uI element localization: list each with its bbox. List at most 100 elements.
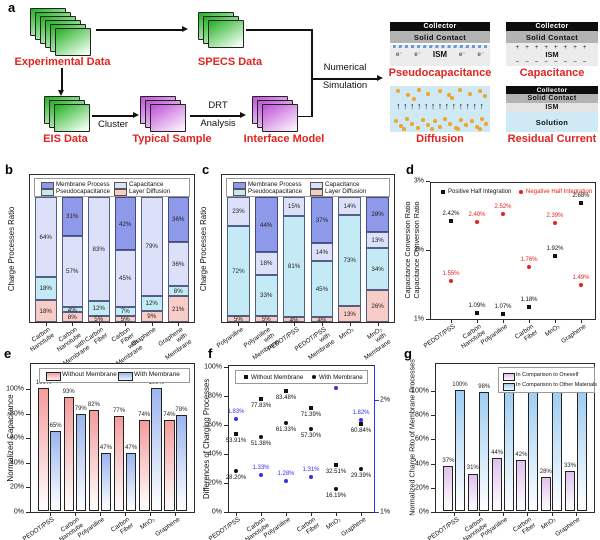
bar bbox=[454, 390, 465, 511]
point-label: 16.19% bbox=[325, 492, 347, 499]
y-tick bbox=[26, 487, 30, 489]
y-tick-label: 20% bbox=[414, 484, 429, 492]
panel-a-letter: a bbox=[8, 0, 16, 15]
bar bbox=[63, 396, 74, 511]
legend-marker bbox=[312, 375, 316, 379]
bar-segment bbox=[61, 235, 83, 307]
bar bbox=[50, 431, 61, 511]
bar bbox=[113, 416, 125, 511]
scatter-point bbox=[475, 220, 479, 225]
diffusion-particle bbox=[430, 127, 434, 131]
legend: Membrane Process Pseudocapacitance Capacit… bbox=[34, 178, 190, 197]
x-tick bbox=[74, 513, 76, 516]
scatter-point-right-axis bbox=[234, 417, 238, 422]
panel-g-letter: g bbox=[404, 346, 412, 361]
bar-segment bbox=[167, 296, 189, 322]
solid-contact-layer: Solid Contact bbox=[390, 31, 490, 43]
y-tick-label: 20% bbox=[207, 479, 222, 487]
diffusion-particle bbox=[468, 92, 472, 96]
y-tick bbox=[26, 413, 30, 415]
bar-segment bbox=[227, 315, 250, 322]
y-tick bbox=[224, 512, 228, 513]
scatter-point bbox=[334, 462, 338, 467]
segment-value: 33% bbox=[260, 292, 273, 300]
y-tick-label: 0% bbox=[211, 508, 222, 516]
diffusion-particle bbox=[483, 94, 487, 98]
diffusion-particle bbox=[456, 127, 460, 131]
segment-value: 7% bbox=[120, 308, 130, 316]
bar-segment bbox=[227, 225, 250, 316]
diffusion-particle bbox=[416, 126, 420, 130]
legend-label: With Membrane bbox=[134, 371, 180, 378]
typical-sample-label: Typical Sample bbox=[132, 133, 212, 145]
x-category-label: MnO₂ bbox=[138, 516, 157, 532]
segment-value: 23% bbox=[232, 208, 245, 216]
legend: Without Membrane With Membrane bbox=[235, 370, 368, 384]
y-tick bbox=[431, 512, 435, 513]
bar bbox=[88, 410, 100, 511]
segment-value: 18% bbox=[260, 260, 273, 268]
diffusion-particle bbox=[478, 127, 482, 131]
point-label: 57.30% bbox=[300, 432, 322, 439]
y-tick bbox=[26, 462, 30, 464]
diffusion-particle bbox=[412, 97, 416, 101]
panel-b-letter: b bbox=[5, 162, 13, 177]
legend-label: In Comparison to Other Materials bbox=[516, 381, 598, 388]
x-category-label: MnO₂ bbox=[338, 326, 356, 342]
stacked-bar: 18% 18% 64% bbox=[35, 197, 57, 322]
point-label: 28.20% bbox=[225, 475, 247, 482]
experimental-card bbox=[55, 28, 91, 56]
y-tick-label: 40% bbox=[9, 459, 24, 467]
y-tick-label: 40% bbox=[207, 450, 222, 458]
up-arrow-icon: ↑ bbox=[409, 101, 415, 111]
segment-value: 8% bbox=[67, 314, 77, 321]
segment-value: 14% bbox=[343, 202, 356, 210]
bar-value: 78% bbox=[175, 407, 188, 414]
bar-segment bbox=[35, 277, 57, 300]
bar-segment bbox=[141, 295, 163, 311]
bar bbox=[467, 473, 478, 511]
bar-segment bbox=[35, 197, 57, 277]
x-category-label: MnO₂ bbox=[543, 323, 562, 339]
pseudocapacitance-title: Pseudocapacitance bbox=[388, 67, 492, 79]
x-tick bbox=[125, 323, 127, 326]
y-tick-label: 0% bbox=[13, 508, 24, 516]
diffusion-particle bbox=[470, 119, 474, 123]
scatter-point bbox=[284, 388, 288, 393]
scatter-point bbox=[234, 469, 238, 474]
point-label: 1.49% bbox=[572, 275, 590, 282]
point-label: 1.83% bbox=[227, 409, 245, 416]
x-tick bbox=[150, 513, 152, 516]
scatter-point-right-axis bbox=[309, 475, 313, 480]
solution-layer: Solution bbox=[506, 112, 598, 132]
segment-value: 81% bbox=[287, 263, 301, 271]
legend-label: Membrane Process bbox=[248, 180, 302, 188]
scatter-point-right-axis bbox=[334, 385, 338, 390]
diffusion-particle bbox=[399, 124, 403, 128]
x-tick bbox=[551, 513, 553, 516]
bar-segment bbox=[366, 247, 389, 290]
eis-data-label: EIS Data bbox=[43, 133, 88, 145]
diffusion-particle bbox=[464, 123, 468, 127]
bar bbox=[540, 477, 551, 511]
legend: Membrane Process Pseudocapacitance Capacit… bbox=[226, 178, 390, 197]
point-label: 1.82% bbox=[352, 410, 370, 417]
segment-value: 21% bbox=[172, 306, 185, 314]
diffusion-particle bbox=[433, 119, 437, 123]
y-tick bbox=[224, 367, 228, 368]
up-arrow-icon: ↑ bbox=[437, 101, 443, 111]
y-tick-label: 3% bbox=[413, 177, 424, 185]
bar-value: 100% bbox=[452, 382, 468, 388]
bar-segment bbox=[61, 197, 83, 236]
x-category-label: Carbon Fiber with Membrane bbox=[110, 326, 144, 368]
x-tick bbox=[238, 323, 240, 326]
minus-charge-row: − − − − − − − − bbox=[515, 59, 589, 66]
bar-segment bbox=[254, 315, 278, 322]
up-arrow-icon: ↑ bbox=[451, 101, 457, 111]
collector-layer: Collector bbox=[506, 86, 598, 94]
y-tick-label: 60% bbox=[207, 421, 222, 429]
stacked-bar: 9% 12% 79% bbox=[141, 197, 163, 322]
scatter-point-right-axis bbox=[359, 418, 363, 423]
point-label: 53.91% bbox=[225, 437, 247, 444]
legend-swatch bbox=[46, 371, 61, 381]
